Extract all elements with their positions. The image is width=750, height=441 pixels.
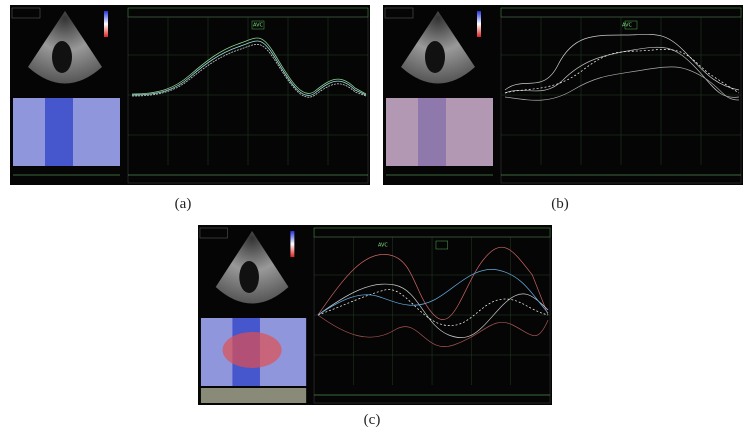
panel-a: AVC [10, 5, 370, 185]
panel-b: AVC [383, 5, 743, 185]
panel-c: AVC [198, 225, 552, 405]
caption: (a) [174, 196, 192, 212]
strain-curves [504, 34, 740, 101]
caption: (c) [363, 412, 381, 428]
strain-curves [131, 37, 367, 98]
tissue-strip [200, 388, 307, 403]
strain-map-overlay [386, 98, 493, 166]
avc-marker: AVC [622, 23, 633, 29]
caption: (b) [551, 196, 569, 212]
strain-map-hotspot [222, 332, 282, 368]
strain-curves [317, 246, 549, 347]
avc-marker: AVC [378, 242, 388, 248]
avc-marker: AVC [253, 23, 264, 29]
